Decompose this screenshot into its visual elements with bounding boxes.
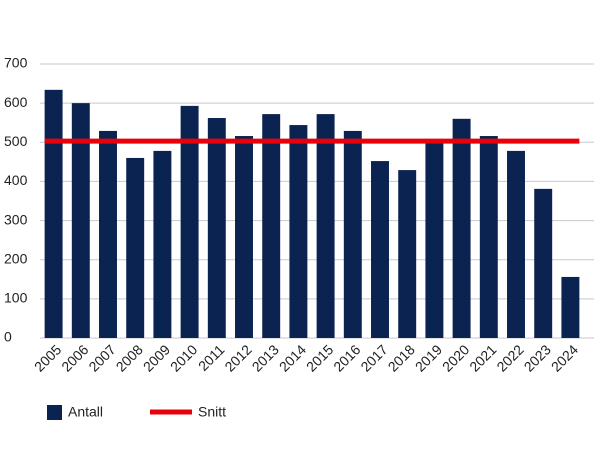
- legend-label: Antall: [68, 404, 103, 420]
- y-tick-label: 500: [4, 133, 28, 149]
- bar: [262, 114, 281, 338]
- x-tick-label: 2017: [357, 341, 390, 374]
- bar: [316, 114, 335, 338]
- x-tick-label: 2022: [493, 341, 526, 374]
- y-tick-label: 0: [4, 329, 12, 345]
- bar: [180, 105, 199, 338]
- bar: [425, 141, 444, 338]
- bar: [371, 161, 389, 338]
- bar: [534, 188, 553, 338]
- y-tick-label: 200: [4, 250, 28, 266]
- x-tick-label: 2013: [249, 341, 282, 374]
- bar: [343, 130, 362, 338]
- y-tick-label: 700: [4, 55, 28, 71]
- bar: [44, 89, 63, 338]
- bar: [207, 118, 226, 338]
- x-tick-label: 2020: [439, 341, 472, 374]
- bar: [561, 276, 580, 338]
- legend-label: Snitt: [198, 404, 226, 420]
- x-tick-label: 2010: [167, 341, 200, 374]
- x-tick-label: 2021: [466, 341, 499, 374]
- x-tick-label: 2018: [385, 341, 418, 374]
- x-tick-label: 2019: [412, 341, 445, 374]
- bar: [452, 118, 471, 338]
- x-tick-label: 2008: [113, 341, 146, 374]
- y-tick-label: 300: [4, 211, 28, 227]
- y-tick-label: 100: [4, 290, 28, 306]
- y-tick-label: 400: [4, 172, 28, 188]
- x-tick-label: 2016: [330, 341, 363, 374]
- x-tick-label: 2007: [85, 341, 118, 374]
- legend-swatch: [47, 405, 62, 420]
- bar: [99, 130, 117, 338]
- bar: [398, 170, 417, 338]
- x-tick-label: 2011: [195, 341, 228, 374]
- x-tick-label: 2015: [303, 341, 336, 374]
- bar: [507, 150, 525, 338]
- x-tick-label: 2023: [521, 341, 554, 374]
- bar: [71, 103, 90, 339]
- x-tick-label: 2014: [276, 341, 309, 374]
- bar: [153, 150, 172, 338]
- bar: [289, 125, 308, 338]
- x-tick-label: 2009: [140, 341, 173, 374]
- bar: [479, 136, 498, 338]
- bar: [126, 157, 145, 338]
- x-tick-label: 2005: [31, 341, 64, 374]
- x-tick-label: 2006: [58, 341, 91, 374]
- y-tick-label: 600: [4, 94, 28, 110]
- x-tick-label: 2024: [548, 341, 581, 374]
- bar: [235, 136, 253, 338]
- x-tick-label: 2012: [221, 341, 254, 374]
